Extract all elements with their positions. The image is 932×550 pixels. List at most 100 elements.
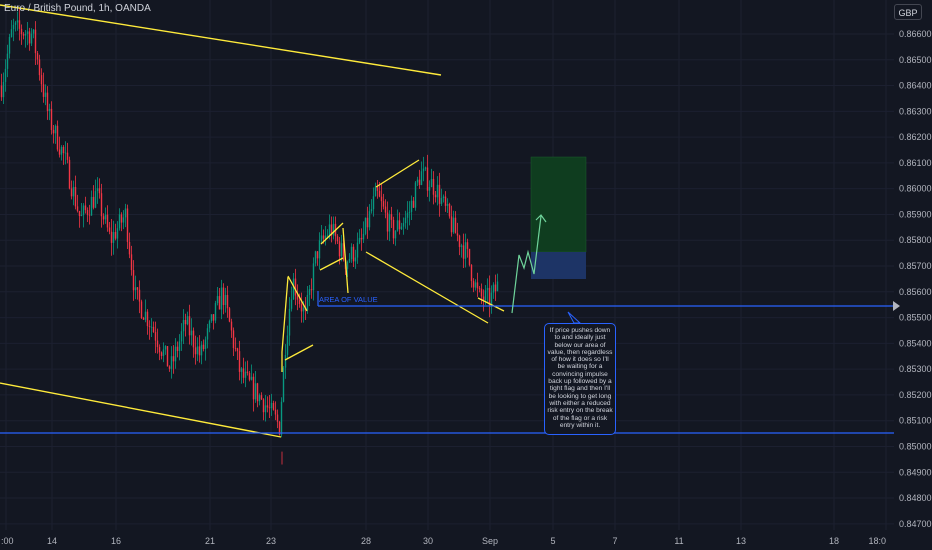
time-axis[interactable]: :00 14 16 21 23 28 30 Sep 5 7 11 13 18 18:0 [1,536,886,546]
candle-body [22,34,25,36]
candle-body [26,31,29,34]
candle-body [364,217,367,234]
candle-body [370,209,373,212]
candle-body [240,368,243,372]
candle-body [148,326,151,327]
flag-1-upper[interactable] [287,275,308,312]
candle-body [410,200,413,212]
candle-body [204,339,207,349]
candle-body [128,241,131,255]
candle-body [108,227,111,232]
candle-body [350,246,353,259]
candle-body [98,188,101,194]
trendline-upper[interactable] [0,4,442,76]
candle-body [496,281,499,292]
candle-body [358,237,361,243]
flag-1-lower[interactable] [284,344,314,361]
candle-body [486,287,489,291]
candle-body [390,214,393,220]
candle-body [488,287,491,306]
target-zone[interactable] [530,156,587,253]
y-tick-label: 0.84900 [899,467,932,477]
candle-body [258,395,261,402]
y-tick-label: 0.85800 [899,235,932,245]
candle-body [420,171,423,185]
candle-body [356,242,359,258]
candle-body [54,125,57,134]
candle-body [318,240,321,259]
candle-body [0,85,3,98]
x-tick-label: 18:0 [868,536,886,546]
candle-body [94,191,97,208]
candle-body [124,208,127,218]
stop-zone[interactable] [531,252,586,279]
candle-body [478,288,481,290]
y-tick-label: 0.86500 [899,55,932,65]
wedge-bottom[interactable] [477,297,505,312]
candle-body [354,257,357,262]
candle-body [112,232,115,243]
candle-body [6,53,9,69]
channel-upper[interactable] [375,159,420,188]
candle-body [196,346,199,355]
candle-body [466,242,469,249]
flag-1-lines[interactable] [281,276,289,372]
candle-body [224,294,227,306]
candle-body [462,245,465,259]
candle-body [332,223,335,236]
candle-body [408,211,411,213]
candle-body [136,287,139,290]
candle-body [326,235,329,237]
candle-body [74,186,77,207]
area-of-value-label: AREA OF VALUE [319,295,378,304]
candle-body [380,196,383,202]
currency-button[interactable]: GBP [894,4,922,20]
candle-body [484,290,487,301]
candle-body [268,407,271,409]
candle-body [118,214,121,229]
candle-body [104,214,107,220]
candle-body [444,196,447,206]
candle-body [78,210,81,216]
candle-body [432,179,435,195]
candle-body [102,216,105,220]
candle-body [10,29,13,37]
candle-body [398,220,401,230]
candle-body [428,187,431,191]
candle-body [396,220,399,231]
price-axis[interactable]: 0.86600 0.86500 0.86400 0.86300 0.86200 0.861… [899,29,932,529]
x-tick-label: Sep [482,536,498,546]
x-tick-label: 14 [47,536,57,546]
candle-body [402,223,405,227]
y-tick-label: 0.85900 [899,209,932,219]
candle-body [278,421,281,435]
candle-body [96,188,99,192]
flag-2-lower[interactable] [319,257,344,271]
flag-2-upper[interactable] [320,222,344,245]
candle-body [492,284,495,293]
candle-body [154,332,157,341]
candle-body [106,214,109,228]
candle-body [212,314,215,321]
candle-body [72,186,75,197]
channel-lower[interactable] [365,251,489,324]
candle-body [162,349,165,356]
candle-body [250,376,253,380]
candle-body [384,206,387,213]
x-tick-label: 13 [736,536,746,546]
trade-plan-note[interactable]: If price pushes down to and ideally just… [544,323,616,435]
candle-body [448,204,451,217]
x-tick-label: :00 [1,536,14,546]
candle-body [166,346,169,367]
candle-body [426,167,429,191]
candle-body [292,278,295,300]
x-tick-label: 21 [205,536,215,546]
candle-body [214,303,217,321]
flag-2-side[interactable] [342,227,349,294]
y-tick-label: 0.86300 [899,106,932,116]
candle-body [376,186,379,191]
trendline-lower[interactable] [0,382,282,438]
candle-body [188,316,191,336]
candle-body [378,190,381,197]
